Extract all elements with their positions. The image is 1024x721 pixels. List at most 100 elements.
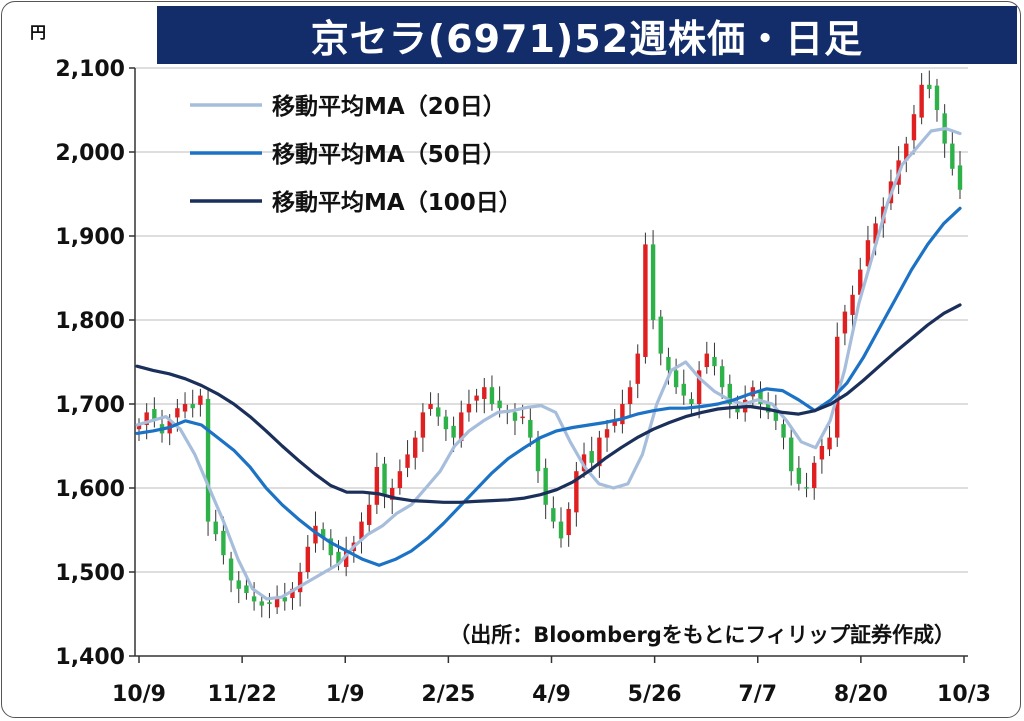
candle-body bbox=[152, 409, 157, 421]
candle-body bbox=[812, 462, 817, 488]
y-tick-label: 1,800 bbox=[55, 309, 125, 334]
candle-body bbox=[911, 114, 917, 141]
candle-body bbox=[198, 395, 203, 405]
candle-body bbox=[305, 546, 311, 572]
candle-body bbox=[535, 437, 541, 472]
candle-body bbox=[773, 409, 779, 421]
candle-body bbox=[804, 487, 809, 489]
candle-body bbox=[850, 294, 855, 315]
x-tick-label: 11/22 bbox=[207, 682, 276, 707]
candle-body bbox=[865, 240, 871, 267]
candle-body bbox=[274, 597, 280, 608]
candle-body bbox=[497, 400, 502, 409]
x-tick-label: 5/26 bbox=[628, 682, 682, 707]
candle-body bbox=[205, 398, 211, 522]
x-tick-label: 1/9 bbox=[326, 682, 365, 707]
candle-body bbox=[574, 471, 579, 513]
grid-lines bbox=[129, 67, 968, 663]
y-tick-label: 1,900 bbox=[55, 225, 125, 250]
candle-body bbox=[551, 508, 556, 522]
y-unit-label: 円 bbox=[30, 23, 46, 42]
x-tick-label: 10/9 bbox=[112, 682, 166, 707]
candle-body bbox=[735, 407, 740, 413]
candle-body bbox=[842, 311, 848, 334]
candle-body bbox=[413, 437, 418, 458]
candle-body bbox=[374, 467, 380, 505]
candle-body bbox=[443, 416, 449, 430]
candle-body bbox=[251, 596, 257, 602]
candle-body bbox=[359, 521, 364, 540]
moving-average-lines bbox=[135, 126, 962, 601]
candle-body bbox=[827, 437, 832, 450]
candle-body bbox=[144, 412, 149, 425]
candle-body bbox=[620, 404, 625, 425]
candle-body bbox=[781, 424, 786, 438]
ma-line-2 bbox=[135, 303, 962, 504]
candle-body bbox=[904, 143, 909, 161]
candle-body bbox=[673, 370, 679, 388]
candle-body bbox=[459, 412, 464, 441]
candle-body bbox=[543, 467, 548, 505]
candle-body bbox=[136, 425, 142, 430]
candle-body bbox=[520, 416, 525, 419]
candle-body bbox=[566, 509, 571, 536]
candle-body bbox=[436, 407, 441, 417]
candle-body bbox=[528, 419, 533, 438]
candle-body bbox=[597, 437, 602, 467]
x-tick-label: 10/3 bbox=[937, 682, 991, 707]
legend-label: 移動平均MA（20日） bbox=[272, 93, 506, 120]
y-tick-label: 2,100 bbox=[55, 57, 125, 82]
candle-body bbox=[336, 551, 341, 564]
candle-body bbox=[382, 463, 387, 497]
ma-line-0 bbox=[135, 126, 962, 601]
candle-body bbox=[604, 429, 610, 438]
candle-body bbox=[297, 572, 303, 593]
candle-body bbox=[643, 244, 648, 357]
candle-body bbox=[558, 521, 564, 539]
chart-title: 京セラ(6971)52週株価・日足 bbox=[157, 6, 1017, 64]
candle-body bbox=[796, 467, 802, 484]
axes bbox=[134, 68, 968, 657]
candle-body bbox=[835, 336, 840, 438]
candle-body bbox=[428, 404, 433, 410]
candle-body bbox=[397, 471, 403, 488]
candle-body bbox=[696, 370, 702, 404]
candle-body bbox=[635, 353, 640, 384]
candle-body bbox=[627, 387, 633, 404]
y-tick-label: 1,700 bbox=[55, 393, 125, 418]
candle-body bbox=[704, 353, 709, 368]
candle-body bbox=[228, 558, 234, 581]
candle-body bbox=[681, 383, 686, 396]
x-tick-label: 8/20 bbox=[834, 682, 888, 707]
x-tick-label: 4/9 bbox=[532, 682, 571, 707]
candle-body bbox=[190, 404, 195, 409]
x-tick-label: 7/7 bbox=[738, 682, 777, 707]
tick-labels: 1,400 1,500 1,600 1,700 1,800 1,900 2,000 2,100… bbox=[55, 57, 991, 707]
legend: 移動平均MA（20日） 移動平均MA（50日） 移動平均MA（100日） bbox=[190, 93, 522, 216]
source-note: （出所：Bloombergをもとにフィリップ証券作成） bbox=[449, 623, 955, 647]
candle-body bbox=[927, 84, 932, 89]
candle-body bbox=[405, 454, 410, 468]
y-tick-label: 1,600 bbox=[55, 477, 125, 502]
candle-body bbox=[873, 223, 878, 244]
candle-body bbox=[320, 529, 326, 539]
candle-body bbox=[489, 387, 495, 404]
y-tick-label: 2,000 bbox=[55, 141, 125, 166]
y-tick-label: 1,400 bbox=[55, 645, 125, 670]
candle-body bbox=[213, 521, 218, 535]
candle-body bbox=[950, 143, 955, 169]
candle-body bbox=[282, 597, 287, 602]
candle-body bbox=[482, 387, 487, 399]
candle-body bbox=[420, 412, 426, 438]
y-tick-label: 1,500 bbox=[55, 561, 125, 586]
candle-body bbox=[858, 269, 863, 295]
candle-body bbox=[819, 446, 825, 460]
candle-body bbox=[328, 538, 334, 556]
ma-line-1 bbox=[135, 206, 962, 567]
candle-body bbox=[390, 488, 395, 500]
candle-body bbox=[466, 404, 472, 413]
candle-body bbox=[712, 356, 717, 367]
legend-label: 移動平均MA（100日） bbox=[272, 189, 522, 216]
